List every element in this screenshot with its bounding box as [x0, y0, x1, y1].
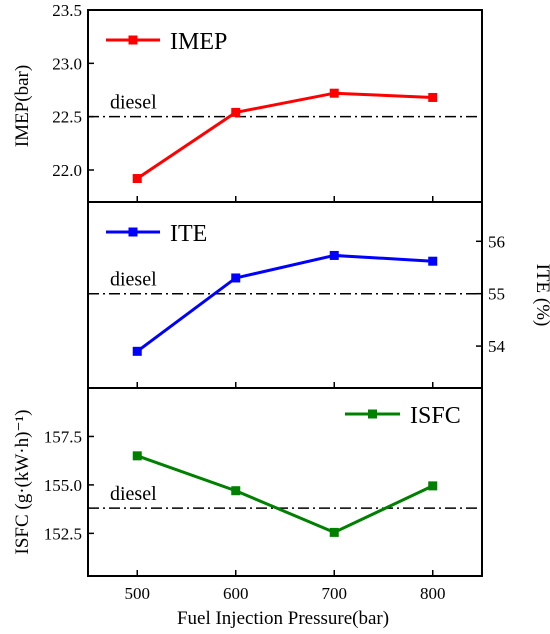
y-tick-label: 22.5	[52, 108, 82, 127]
data-point	[428, 92, 438, 102]
legend-marker	[128, 35, 138, 45]
data-point	[329, 88, 339, 98]
legend-label: ITE	[170, 221, 207, 247]
data-point	[132, 346, 142, 356]
panel-isfc: 152.5 155.0 157.5 ISFC (g·(kW·h)⁻¹) diesel IS…	[12, 387, 483, 603]
x-tick-label: 500	[125, 584, 151, 603]
series-line-imep	[136, 91, 433, 180]
y-tick-label: 56	[488, 232, 505, 251]
data-point	[428, 481, 438, 491]
y-tick-label: 152.5	[44, 524, 82, 543]
data-point	[231, 107, 241, 117]
data-point	[132, 174, 142, 184]
y-tick-label: 157.5	[44, 427, 82, 446]
data-point	[428, 256, 438, 266]
reference-label: diesel	[110, 92, 157, 114]
y-tick-label: 54	[488, 337, 506, 356]
data-point	[231, 486, 241, 496]
panel-ite: 54 55 56 ITE (%) diesel ITE	[87, 201, 550, 389]
x-tick-label: 800	[420, 584, 446, 603]
y-axis-title-isfc: ISFC (g·(kW·h)⁻¹)	[12, 409, 33, 554]
series-line-isfc	[136, 454, 434, 535]
reference-label: diesel	[110, 483, 157, 505]
x-tick-label: 700	[322, 584, 348, 603]
panel-frame	[87, 387, 483, 577]
x-tick-label: 600	[223, 584, 249, 603]
x-axis-title: Fuel Injection Pressure(bar)	[177, 608, 389, 629]
legend-label: IMEP	[170, 29, 227, 55]
y-tick-label: 55	[488, 285, 505, 304]
legend-label: ISFC	[410, 403, 461, 429]
reference-label: diesel	[110, 269, 157, 291]
legend-marker	[368, 409, 377, 419]
panel-imep: 22.0 22.5 23.0 23.5 IMEP(bar) diesel IMEP	[12, 1, 483, 203]
series-line-ite	[136, 253, 433, 353]
data-point	[329, 527, 339, 537]
y-tick-label: 23.5	[52, 1, 82, 20]
y-axis-title-imep: IMEP(bar)	[12, 65, 33, 147]
y-tick-label: 23.0	[52, 54, 82, 73]
data-point	[132, 451, 142, 461]
y-tick-label: 155.0	[44, 476, 82, 495]
legend-marker	[128, 227, 138, 237]
y-tick-label: 22.0	[52, 161, 82, 180]
y-axis-title-ite: ITE (%)	[532, 264, 550, 327]
data-point	[231, 273, 241, 283]
panel-frame	[87, 201, 483, 389]
data-point	[329, 250, 339, 260]
